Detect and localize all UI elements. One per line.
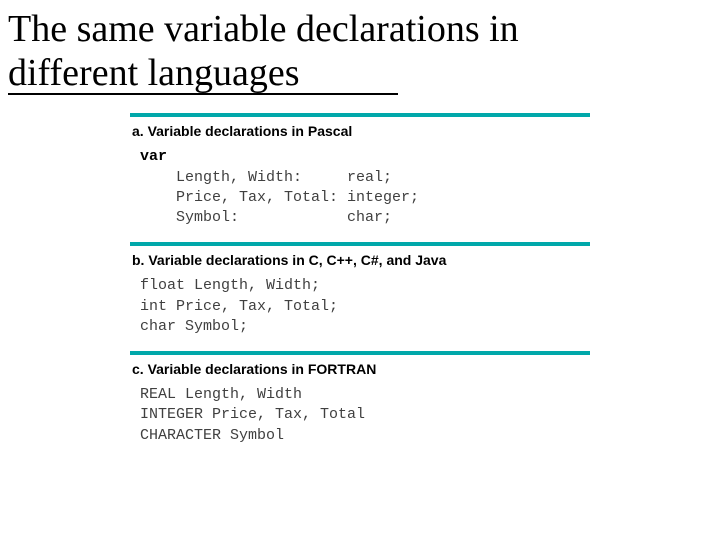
code-c-line-2: INTEGER Price, Tax, Total	[140, 406, 365, 423]
section-a-letter: a.	[132, 123, 144, 139]
code-b-line-2: int Price, Tax, Total;	[140, 298, 338, 315]
figure-container: a. Variable declarations in Pascal var L…	[130, 113, 590, 460]
code-b-line-1: float Length, Width;	[140, 277, 320, 294]
code-a-line-4: Symbol: char;	[140, 209, 392, 226]
section-a-code: var Length, Width: real; Price, Tax, Tot…	[130, 145, 590, 242]
section-b-label: b. Variable declarations in C, C++, C#, …	[130, 246, 590, 274]
section-c-code: REAL Length, Width INTEGER Price, Tax, T…	[130, 383, 590, 460]
code-b-line-3: char Symbol;	[140, 318, 248, 335]
code-c-line-1: REAL Length, Width	[140, 386, 302, 403]
title-line-1: The same variable declarations in	[8, 8, 519, 50]
slide-title: The same variable declarations in differ…	[0, 0, 720, 95]
code-a-line-1: var	[140, 148, 167, 165]
section-c-letter: c.	[132, 361, 144, 377]
section-a-caption: Variable declarations in Pascal	[148, 123, 353, 139]
section-c-label: c. Variable declarations in FORTRAN	[130, 355, 590, 383]
section-a-label: a. Variable declarations in Pascal	[130, 117, 590, 145]
code-a-line-3: Price, Tax, Total: integer;	[140, 189, 419, 206]
code-c-line-3: CHARACTER Symbol	[140, 427, 284, 444]
slide: The same variable declarations in differ…	[0, 0, 720, 540]
code-a-line-2: Length, Width: real;	[140, 169, 392, 186]
title-line-2: different languages	[8, 52, 300, 94]
section-b-letter: b.	[132, 252, 144, 268]
section-c-caption: Variable declarations in FORTRAN	[148, 361, 377, 377]
section-b-caption: Variable declarations in C, C++, C#, and…	[148, 252, 446, 268]
section-b-code: float Length, Width; int Price, Tax, Tot…	[130, 274, 590, 351]
